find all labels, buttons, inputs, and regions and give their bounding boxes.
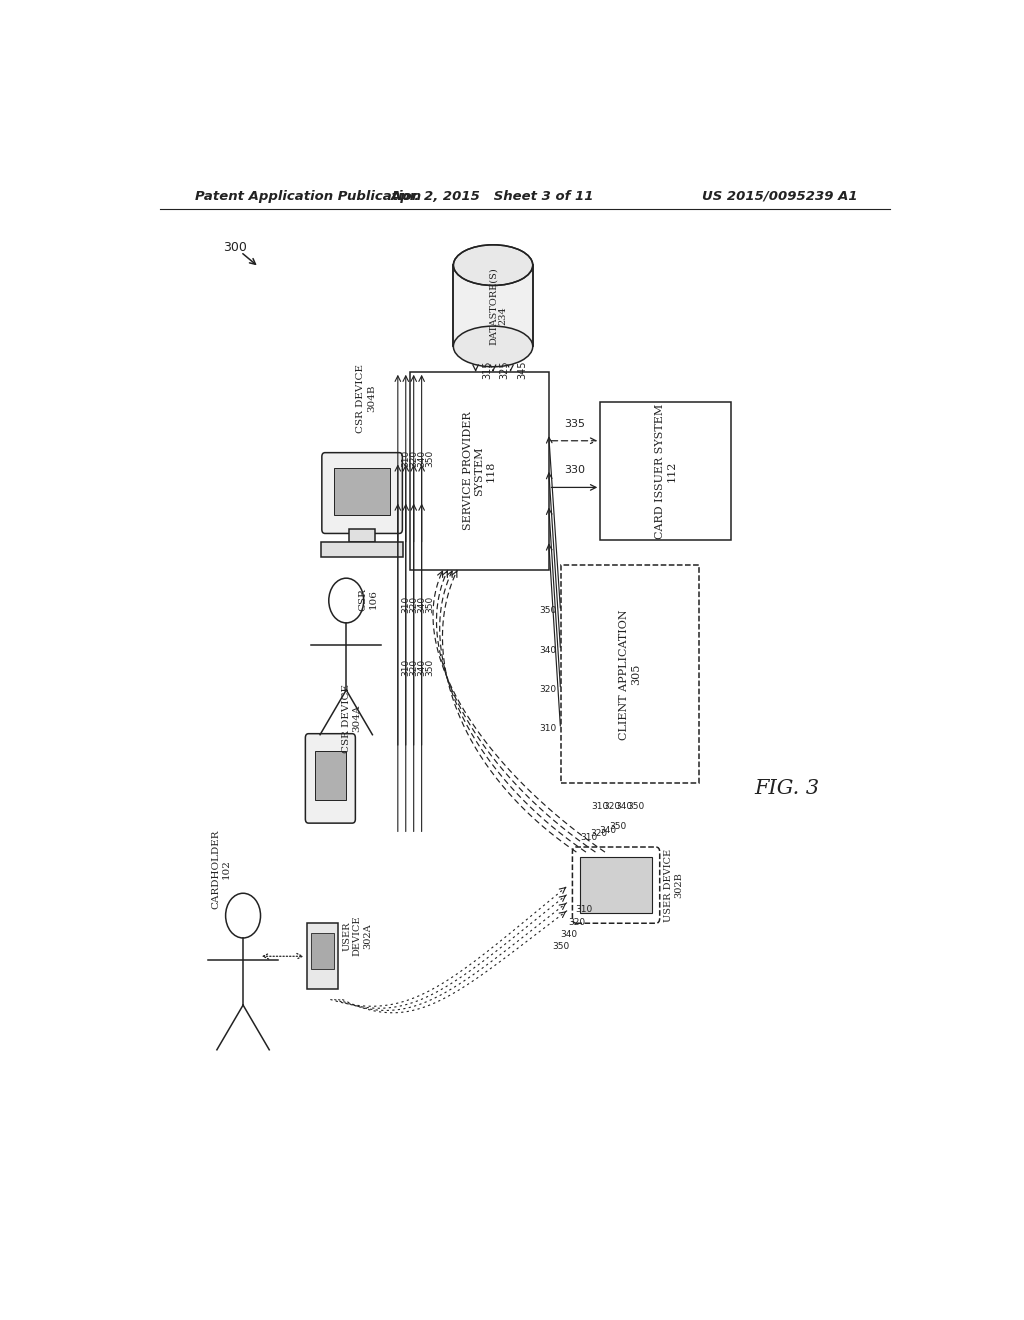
Text: DATASTORE(S): DATASTORE(S) — [488, 267, 498, 345]
Text: 350: 350 — [425, 597, 434, 614]
Text: 350: 350 — [609, 822, 626, 832]
Bar — [581, 857, 651, 913]
Bar — [349, 529, 375, 543]
Text: CARDHOLDER
102: CARDHOLDER 102 — [212, 829, 231, 908]
Text: US 2015/0095239 A1: US 2015/0095239 A1 — [702, 190, 858, 202]
Bar — [600, 403, 731, 540]
Text: 315: 315 — [482, 360, 492, 379]
Text: CSR DEVICE
304B: CSR DEVICE 304B — [356, 364, 376, 433]
Text: 310: 310 — [581, 833, 598, 842]
Text: 320: 320 — [409, 597, 418, 614]
Text: 340: 340 — [540, 645, 557, 655]
Text: FIG. 3: FIG. 3 — [754, 779, 819, 799]
Text: CLIENT APPLICATION
305: CLIENT APPLICATION 305 — [620, 609, 641, 739]
Text: 234: 234 — [498, 306, 507, 325]
Bar — [315, 751, 346, 800]
Bar — [454, 265, 532, 346]
Text: 335: 335 — [564, 418, 585, 429]
Text: 310: 310 — [401, 450, 410, 467]
Bar — [334, 467, 390, 515]
Text: 340: 340 — [417, 659, 426, 676]
Bar — [322, 543, 402, 557]
Text: 320: 320 — [409, 450, 418, 467]
Text: SERVICE PROVIDER
SYSTEM
118: SERVICE PROVIDER SYSTEM 118 — [463, 412, 496, 531]
Text: 300: 300 — [223, 242, 247, 255]
Text: Patent Application Publication: Patent Application Publication — [196, 190, 422, 202]
Text: USER DEVICE
302B: USER DEVICE 302B — [664, 849, 683, 921]
Ellipse shape — [454, 326, 532, 367]
Ellipse shape — [454, 244, 532, 285]
Text: CSR
106: CSR 106 — [358, 587, 378, 611]
Bar — [410, 372, 549, 570]
Bar — [311, 933, 334, 969]
Text: 350: 350 — [552, 942, 569, 950]
Text: 320: 320 — [590, 829, 607, 838]
Text: CARD ISSUER SYSTEM
112: CARD ISSUER SYSTEM 112 — [655, 404, 677, 539]
Text: 340: 340 — [417, 450, 426, 467]
Text: 350: 350 — [425, 450, 434, 467]
Text: 310: 310 — [401, 659, 410, 676]
Text: 340: 340 — [599, 825, 616, 834]
FancyBboxPatch shape — [305, 734, 355, 824]
Text: 350: 350 — [425, 659, 434, 676]
Text: 310: 310 — [592, 803, 609, 812]
Text: 340: 340 — [615, 803, 633, 812]
Bar — [560, 565, 699, 784]
Text: 350: 350 — [540, 606, 557, 615]
Text: USER
DEVICE
302A: USER DEVICE 302A — [342, 916, 372, 956]
Text: 350: 350 — [628, 803, 644, 812]
Text: 310: 310 — [401, 597, 410, 614]
Text: 320: 320 — [568, 917, 585, 927]
Text: 345: 345 — [517, 360, 527, 379]
Text: Apr. 2, 2015   Sheet 3 of 11: Apr. 2, 2015 Sheet 3 of 11 — [391, 190, 595, 202]
Text: 320: 320 — [603, 803, 621, 812]
Text: 310: 310 — [540, 725, 557, 734]
Bar — [306, 923, 338, 989]
Text: 330: 330 — [564, 465, 585, 475]
Text: CSR DEVICE
304A: CSR DEVICE 304A — [342, 684, 361, 752]
Text: 340: 340 — [417, 597, 426, 614]
Text: 325: 325 — [500, 360, 509, 379]
Text: 320: 320 — [540, 685, 557, 694]
Text: 320: 320 — [409, 659, 418, 676]
FancyBboxPatch shape — [322, 453, 402, 533]
Text: 310: 310 — [575, 906, 593, 915]
Text: 340: 340 — [560, 929, 577, 939]
